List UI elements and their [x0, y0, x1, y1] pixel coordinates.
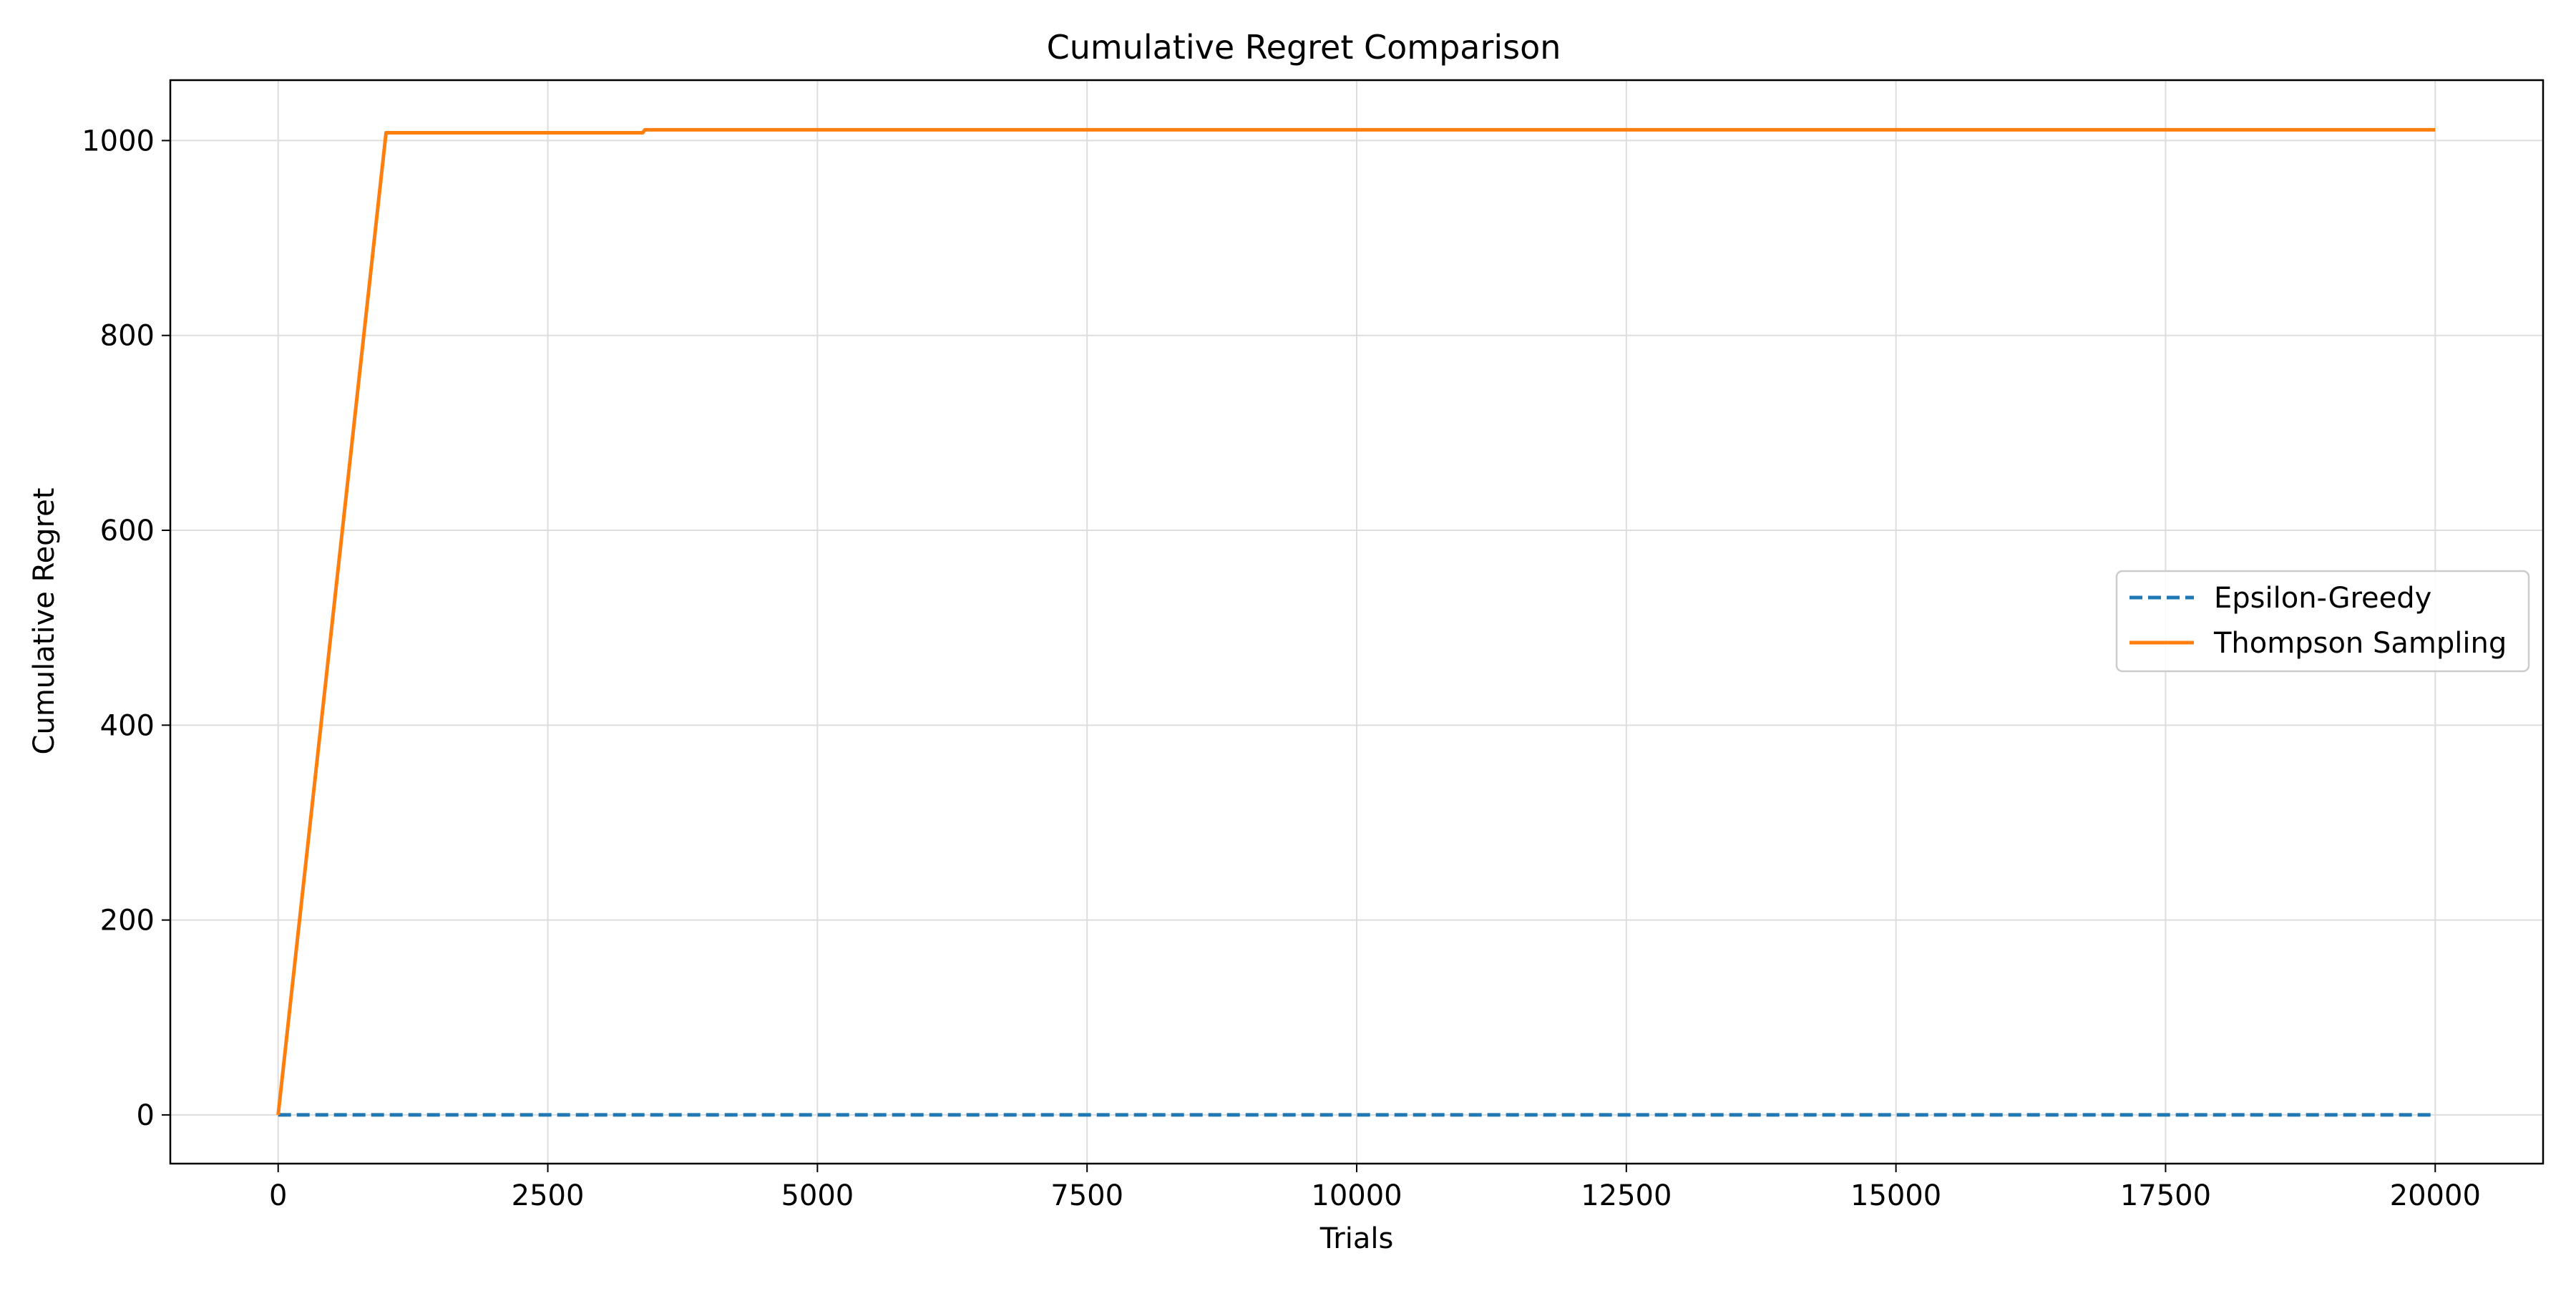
x-tick-label: 20000 — [2390, 1179, 2481, 1212]
x-tick-label: 10000 — [1311, 1179, 1402, 1212]
axis-ticks: 0 2500 5000 7500 10000 12500 15000 17500 20000 0 2… — [82, 125, 2481, 1212]
y-tick-label: 0 — [137, 1099, 155, 1132]
chart-title: Cumulative Regret Comparison — [1047, 28, 1561, 67]
y-tick-label: 400 — [100, 709, 155, 742]
x-tick-label: 17500 — [2120, 1179, 2211, 1212]
x-tick-label: 7500 — [1050, 1179, 1123, 1212]
y-tick-label: 600 — [100, 515, 155, 547]
x-tick-label: 15000 — [1850, 1179, 1941, 1212]
legend-box — [2115, 570, 2530, 673]
series-line-thompson-sampling — [276, 127, 2436, 1116]
y-tick-label: 200 — [100, 905, 155, 937]
legend: Epsilon-Greedy Thompson Sampling — [2115, 570, 2530, 673]
y-tick-label: 800 — [100, 320, 155, 353]
y-axis-label: Cumulative Regret — [28, 488, 61, 755]
series-lines — [276, 127, 2436, 1117]
x-tick-label: 0 — [269, 1179, 287, 1212]
x-tick-label: 2500 — [512, 1179, 585, 1212]
x-tick-label: 12500 — [1581, 1179, 1672, 1212]
y-tick-label: 1000 — [82, 125, 155, 157]
x-tick-label: 5000 — [781, 1179, 854, 1212]
legend-label-epsilon-greedy: Epsilon-Greedy — [2214, 582, 2431, 615]
legend-label-thompson-sampling: Thompson Sampling — [2213, 627, 2507, 660]
x-axis-label: Trials — [1319, 1222, 1394, 1255]
